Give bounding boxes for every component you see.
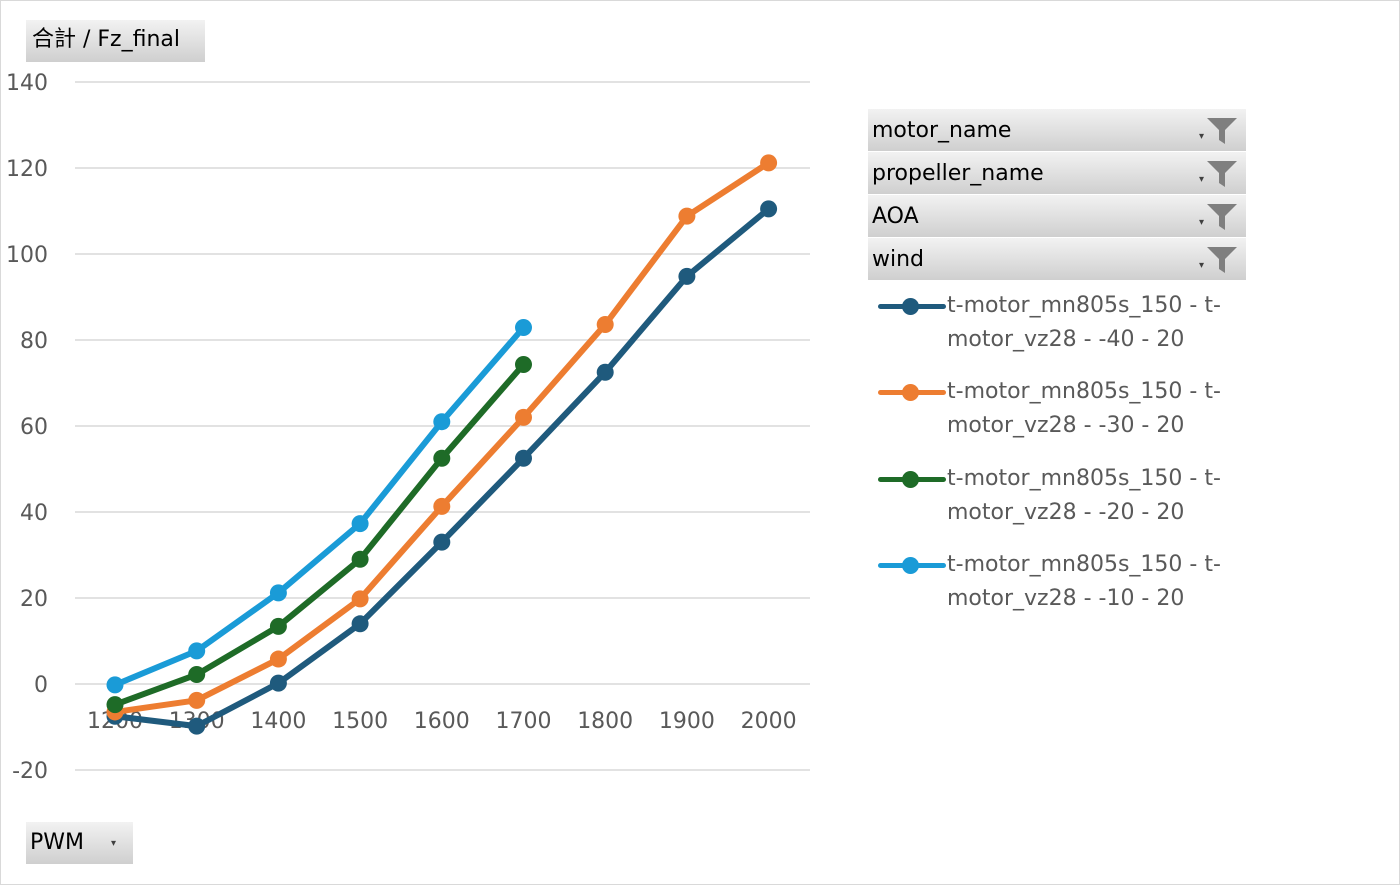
series-line	[112, 324, 527, 688]
series-1	[106, 200, 778, 735]
data-point[interactable]	[188, 642, 206, 660]
filter-label: wind	[872, 247, 925, 272]
y-tick-label: 0	[34, 673, 48, 698]
data-point[interactable]	[106, 676, 124, 694]
data-point[interactable]	[760, 154, 778, 172]
filter-icon	[1207, 118, 1237, 144]
series-layer	[106, 154, 778, 735]
filter-label: AOA	[872, 204, 919, 229]
data-point[interactable]	[188, 666, 206, 684]
legend-entry-3[interactable]: t-motor_mn805s_150 - t-motor_vz28 - -20 …	[876, 466, 1256, 548]
x-axis-ticks: 120013001400150016001700180019002000	[87, 709, 797, 734]
x-tick-label: 1400	[250, 709, 306, 734]
data-point[interactable]	[678, 267, 696, 285]
data-point[interactable]	[351, 615, 369, 633]
data-point[interactable]	[351, 550, 369, 568]
y-tick-label: 100	[6, 243, 48, 268]
legend-entry-1[interactable]: t-motor_mn805s_150 - t-motor_vz28 - -40 …	[876, 293, 1256, 375]
y-axis-ticks: -20 0 20 40 60 80 100 120 140	[6, 71, 48, 784]
data-point[interactable]	[351, 590, 369, 608]
series-line	[112, 205, 772, 730]
data-point[interactable]	[269, 584, 287, 602]
filter-icon	[1207, 204, 1237, 230]
x-tick-label: 1900	[659, 709, 715, 734]
filter-button-propeller-name[interactable]: propeller_name ▾	[868, 152, 1246, 194]
data-point[interactable]	[515, 356, 532, 374]
data-point[interactable]	[515, 408, 532, 426]
data-point[interactable]	[678, 207, 696, 225]
filter-icon	[1207, 161, 1237, 187]
data-point[interactable]	[433, 449, 451, 467]
legend-marker	[902, 384, 919, 402]
y-tick-label: 80	[20, 329, 48, 354]
chevron-down-icon: ▾	[1199, 174, 1205, 185]
x-tick-label: 1800	[577, 709, 633, 734]
y-tick-label: 20	[20, 587, 48, 612]
y-tick-label: 140	[6, 71, 48, 96]
legend-entry-2[interactable]: t-motor_mn805s_150 - t-motor_vz28 - -30 …	[876, 379, 1256, 461]
data-point[interactable]	[106, 696, 124, 714]
y-tick-label: -20	[12, 759, 48, 784]
legend-label: t-motor_mn805s_150 - t-motor_vz28 - -20 …	[947, 465, 1221, 525]
filter-label: propeller_name	[872, 161, 1044, 186]
data-point[interactable]	[760, 200, 778, 218]
series-4	[106, 319, 532, 694]
filter-button-motor-name[interactable]: motor_name ▾	[868, 109, 1246, 151]
gridlines	[75, 81, 810, 771]
legend-marker	[902, 470, 919, 488]
series-line	[112, 361, 527, 708]
x-tick-label: 2000	[741, 709, 797, 734]
y-tick-label: 120	[6, 157, 48, 182]
data-point[interactable]	[188, 691, 206, 709]
data-point[interactable]	[188, 717, 206, 735]
chevron-down-icon: ▾	[1199, 217, 1205, 228]
value-field-label: 合計 / Fz_final	[32, 27, 180, 52]
data-point[interactable]	[433, 533, 451, 551]
x-tick-label: 1700	[496, 709, 552, 734]
chevron-down-icon: ▾	[1199, 260, 1205, 271]
y-tick-label: 40	[20, 501, 48, 526]
chevron-down-icon: ▾	[1199, 131, 1205, 142]
axis-field-label: PWM	[30, 830, 85, 855]
legend-label: t-motor_mn805s_150 - t-motor_vz28 - -10 …	[947, 551, 1221, 611]
data-point[interactable]	[596, 363, 614, 381]
data-point[interactable]	[596, 316, 614, 334]
series-3	[106, 356, 532, 714]
pwm-axis-field-button[interactable]: PWM ▾	[26, 822, 133, 864]
legend-marker	[902, 298, 919, 315]
legend-marker	[902, 556, 919, 574]
series-2	[106, 154, 778, 721]
x-tick-label: 1600	[414, 709, 470, 734]
legend-entry-4[interactable]: t-motor_mn805s_150 - t-motor_vz28 - -10 …	[876, 552, 1256, 634]
data-point[interactable]	[515, 449, 532, 467]
data-point[interactable]	[269, 650, 287, 668]
value-field-button[interactable]: 合計 / Fz_final	[26, 20, 205, 62]
data-point[interactable]	[433, 497, 451, 515]
data-point[interactable]	[515, 319, 532, 337]
data-point[interactable]	[433, 413, 451, 431]
data-point[interactable]	[351, 515, 369, 533]
chevron-down-icon: ▾	[111, 838, 117, 849]
legend-label: t-motor_mn805s_150 - t-motor_vz28 - -30 …	[947, 379, 1221, 439]
data-point[interactable]	[269, 617, 287, 635]
filter-label: motor_name	[872, 118, 1012, 143]
series-line	[112, 159, 772, 715]
filter-button-aoa[interactable]: AOA ▾	[868, 195, 1246, 237]
legend-label: t-motor_mn805s_150 - t-motor_vz28 - -40 …	[947, 293, 1221, 352]
y-tick-label: 60	[20, 415, 48, 440]
data-point[interactable]	[269, 674, 287, 692]
filter-icon	[1207, 247, 1237, 273]
filter-button-wind[interactable]: wind ▾	[868, 238, 1246, 280]
x-tick-label: 1500	[332, 709, 388, 734]
